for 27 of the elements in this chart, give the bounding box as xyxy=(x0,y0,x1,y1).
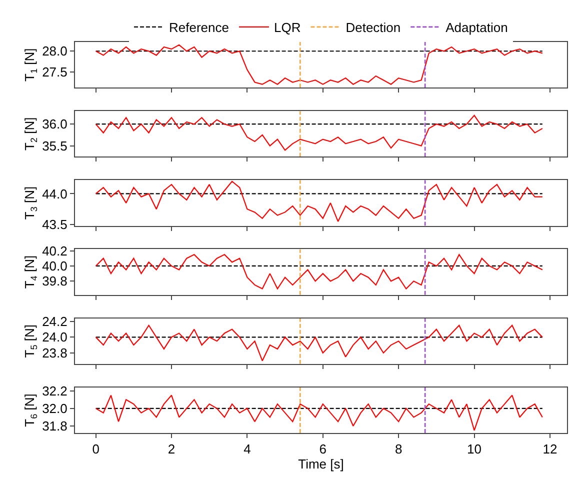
y-tick-label: 24.0 xyxy=(42,330,68,345)
y-tick-label: 23.8 xyxy=(42,345,68,360)
y-tick-label: 27.5 xyxy=(42,64,68,80)
x-axis-title: Time [s] xyxy=(298,456,344,472)
x-tick-label: 8 xyxy=(394,442,402,457)
y-tick-label: 36.0 xyxy=(42,116,68,132)
y-tick-label: 40.2 xyxy=(42,243,68,258)
x-tick-label: 6 xyxy=(319,442,327,457)
x-tick-label: 4 xyxy=(244,442,251,457)
legend-label: Adaptation xyxy=(446,20,508,36)
y-tick-label: 31.8 xyxy=(42,418,68,434)
y-tick-label: 24.2 xyxy=(42,314,68,330)
y-tick-label: 32.0 xyxy=(42,400,68,416)
legend-label: Reference xyxy=(169,20,229,36)
y-tick-label: 40.0 xyxy=(42,258,68,274)
legend-label: LQR xyxy=(274,20,301,36)
x-tick-label: 2 xyxy=(168,442,176,457)
y-tick-label: 32.2 xyxy=(42,383,68,398)
legend-label: Detection xyxy=(346,20,401,36)
y-tick-label: 44.0 xyxy=(42,186,68,202)
y-tick-label: 39.8 xyxy=(42,274,68,289)
x-tick-label: 10 xyxy=(467,442,482,457)
y-tick-label: 35.5 xyxy=(42,138,68,154)
x-tick-label: 12 xyxy=(542,442,558,457)
y-tick-label: 43.5 xyxy=(42,217,68,232)
x-tick-label: 0 xyxy=(92,442,100,457)
y-tick-label: 28.0 xyxy=(42,44,68,59)
